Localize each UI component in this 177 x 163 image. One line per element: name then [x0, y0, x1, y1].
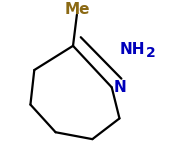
Text: N: N: [114, 80, 127, 95]
Text: NH: NH: [119, 42, 145, 57]
Text: Me: Me: [64, 2, 90, 17]
Text: 2: 2: [146, 46, 155, 60]
